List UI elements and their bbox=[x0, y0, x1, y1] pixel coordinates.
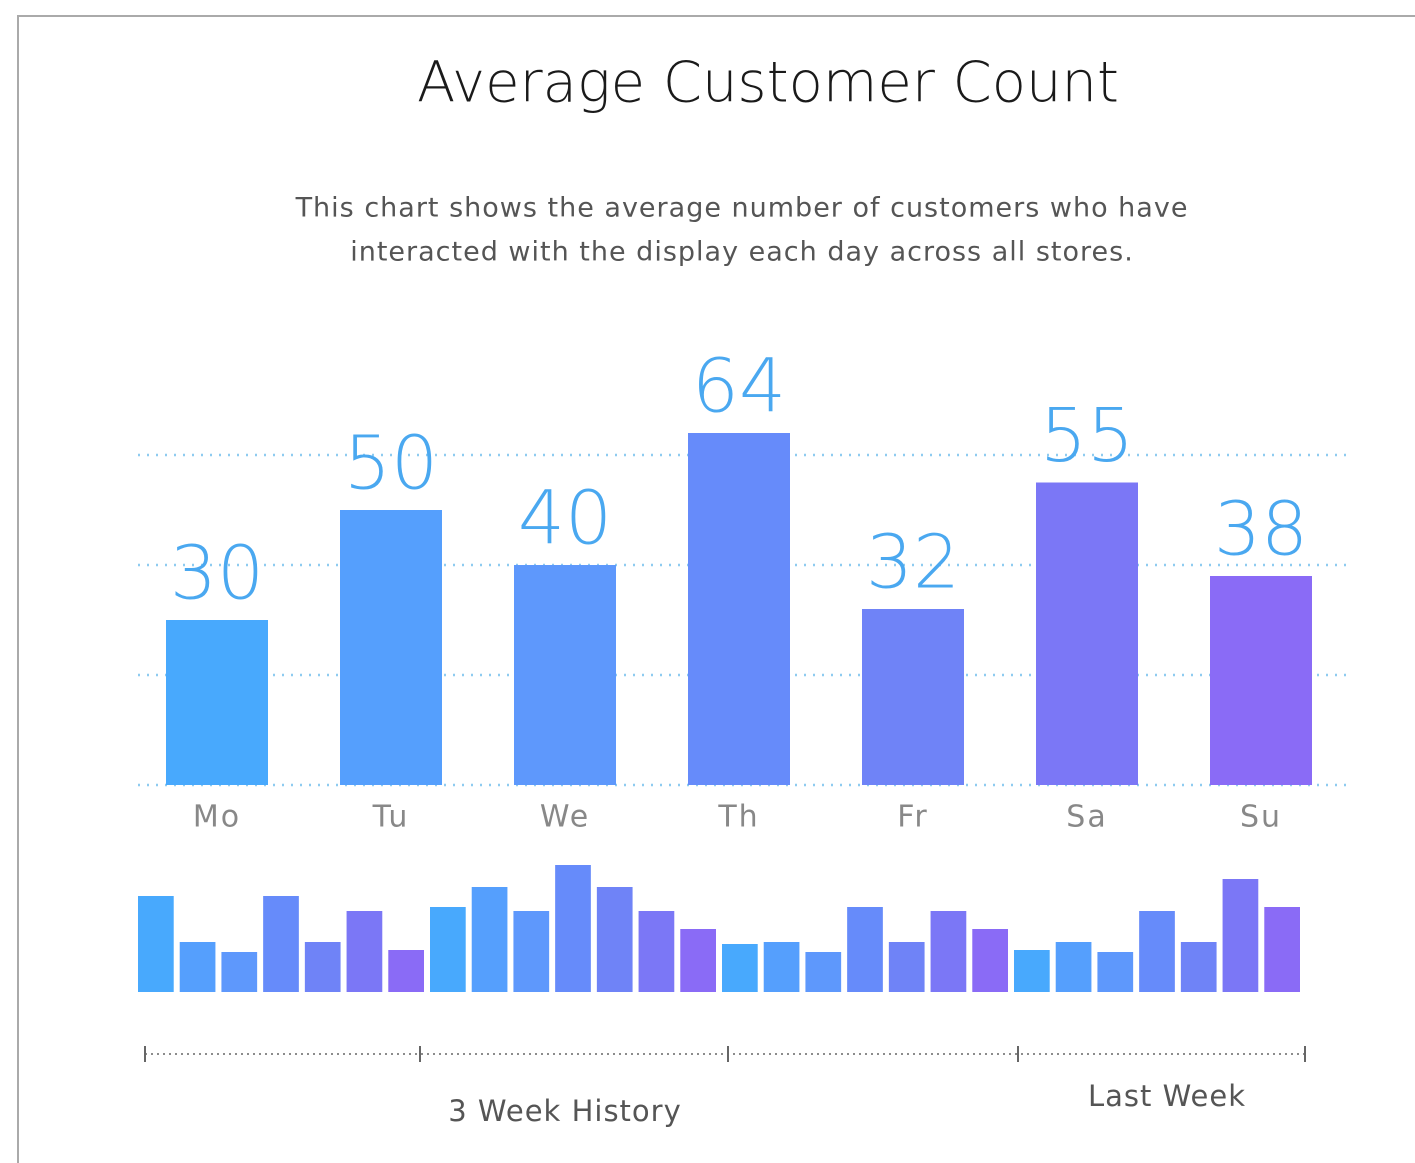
bar bbox=[1210, 576, 1312, 785]
annotation: 3 Week History bbox=[448, 1094, 682, 1128]
data-label: 64 bbox=[692, 344, 786, 430]
mini-bar bbox=[1014, 950, 1050, 992]
mini-bar bbox=[388, 950, 424, 992]
mini-bar bbox=[722, 944, 758, 992]
mini-bar bbox=[596, 887, 633, 992]
bar bbox=[340, 510, 442, 785]
mini-bar bbox=[471, 887, 508, 992]
x-tick-label: Su bbox=[1240, 800, 1282, 835]
subtitle: This chart shows the average number of c… bbox=[295, 193, 1189, 224]
data-label: 32 bbox=[866, 520, 960, 606]
mini-bar bbox=[1055, 942, 1092, 992]
mini-bar bbox=[1264, 907, 1300, 992]
mini-bar bbox=[263, 896, 299, 992]
bar bbox=[862, 609, 964, 785]
bar bbox=[166, 620, 268, 785]
subtitle: interacted with the display each day acr… bbox=[350, 237, 1134, 268]
x-tick-label: Mo bbox=[193, 800, 241, 835]
data-label: 40 bbox=[518, 476, 612, 562]
mini-bar bbox=[304, 942, 341, 992]
mini-bar bbox=[972, 929, 1008, 992]
mini-bar bbox=[138, 896, 174, 992]
mini-bar bbox=[1139, 911, 1175, 992]
mini-bar bbox=[346, 911, 383, 992]
data-label: 55 bbox=[1040, 393, 1134, 479]
mini-bar bbox=[847, 907, 883, 992]
mini-bar bbox=[680, 929, 716, 992]
mini-bar bbox=[638, 911, 675, 992]
mini-bar bbox=[430, 907, 466, 992]
x-tick-label: Tu bbox=[372, 800, 410, 835]
x-tick-label: Fr bbox=[897, 800, 928, 835]
mini-bar bbox=[1222, 879, 1259, 992]
chart-title: Average Customer Count bbox=[417, 50, 1119, 115]
mini-bar bbox=[888, 942, 925, 992]
mini-bar bbox=[1180, 942, 1217, 992]
annotation: Last Week bbox=[1088, 1079, 1246, 1113]
bar bbox=[514, 565, 616, 785]
x-tick-label: We bbox=[540, 800, 590, 835]
mini-bar bbox=[805, 952, 842, 992]
mini-bar bbox=[555, 865, 591, 992]
data-label: 38 bbox=[1214, 487, 1308, 573]
x-tick-label: Sa bbox=[1066, 800, 1107, 835]
timeline bbox=[144, 1046, 1306, 1062]
mini-bar bbox=[513, 911, 550, 992]
bar bbox=[688, 433, 790, 785]
x-tick-label: Th bbox=[717, 800, 759, 835]
data-label: 50 bbox=[344, 421, 438, 507]
mini-bar bbox=[763, 942, 800, 992]
mini-bar bbox=[1097, 952, 1134, 992]
bar bbox=[1036, 482, 1138, 785]
data-label: 30 bbox=[170, 531, 264, 617]
mini-bar bbox=[221, 952, 258, 992]
mini-bar bbox=[179, 942, 216, 992]
mini-bar bbox=[930, 911, 967, 992]
